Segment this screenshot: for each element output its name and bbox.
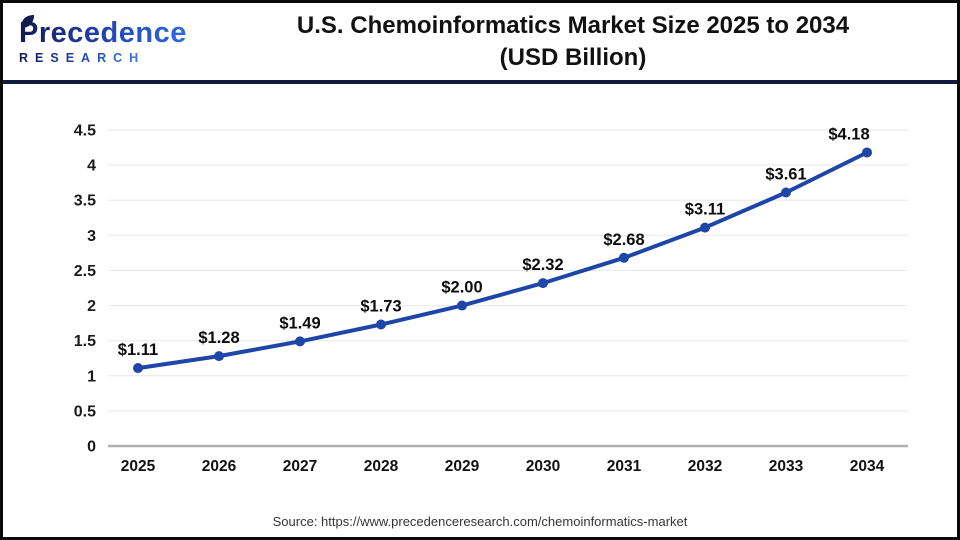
y-tick-label: 0.5 [74, 403, 96, 420]
data-point-label: $2.00 [441, 279, 482, 297]
x-tick-label: 2030 [526, 458, 560, 475]
data-point-marker [538, 278, 548, 289]
y-tick-label: 4.5 [74, 123, 96, 140]
data-point-label: $2.68 [603, 231, 644, 249]
logo-sub-text: RESEARCH [19, 50, 146, 65]
x-tick-label: 2026 [202, 458, 237, 475]
chart-title-line2: (USD Billion) [499, 43, 647, 71]
data-point-label: $1.73 [360, 298, 401, 316]
data-point-marker [700, 222, 710, 233]
x-tick-label: 2027 [283, 458, 317, 475]
logo-brand-text: Precedence [19, 17, 187, 50]
data-point-label: $1.11 [118, 341, 158, 359]
x-tick-label: 2028 [364, 458, 399, 475]
x-tick-label: 2025 [121, 458, 156, 475]
y-tick-label: 0 [87, 439, 96, 456]
x-tick-label: 2033 [769, 458, 804, 475]
data-point-label: $1.28 [198, 329, 239, 347]
data-point-label: $1.49 [279, 314, 320, 332]
series-line [136, 150, 869, 371]
header-divider [3, 80, 957, 84]
y-tick-label: 3 [87, 228, 96, 245]
x-tick-label: 2032 [688, 458, 722, 475]
data-point-marker [619, 252, 629, 263]
chart-title: U.S. Chemoinformatics Market Size 2025 t… [219, 10, 937, 74]
data-point-marker [295, 336, 305, 347]
source-text: Source: https://www.precedenceresearch.c… [272, 514, 688, 529]
y-tick-label: 2.5 [74, 263, 96, 280]
market-line-chart: 0 0.5 1 1.5 2 2.5 3 3.5 4 4.5 2025 2026 2027 2028 2029… [74, 123, 908, 475]
y-tick-label: 1.5 [74, 333, 96, 350]
leaf-icon [20, 15, 35, 29]
data-point-label: $3.11 [685, 201, 725, 219]
data-point-marker [133, 363, 143, 374]
precedence-research-logo: Precedence RESEARCH [19, 15, 219, 66]
data-point-marker [214, 351, 224, 362]
header: Precedence RESEARCH U.S. Chemoinformatic… [3, 3, 957, 80]
data-point-marker [781, 187, 791, 198]
y-tick-label: 1 [87, 368, 96, 385]
x-tick-label: 2034 [850, 458, 885, 475]
data-point-marker [862, 147, 872, 158]
data-point-label: $2.32 [522, 256, 563, 274]
data-point-marker [457, 300, 467, 311]
chart-title-line1: U.S. Chemoinformatics Market Size 2025 t… [296, 11, 850, 39]
y-tick-label: 4 [87, 158, 96, 175]
data-point-marker [376, 319, 386, 330]
y-tick-label: 3.5 [74, 193, 96, 210]
data-point-label: $4.18 [828, 125, 869, 143]
data-point-label: $3.61 [765, 165, 806, 183]
x-tick-label: 2029 [445, 458, 480, 475]
x-tick-label: 2031 [607, 458, 642, 475]
y-tick-label: 2 [87, 298, 96, 315]
